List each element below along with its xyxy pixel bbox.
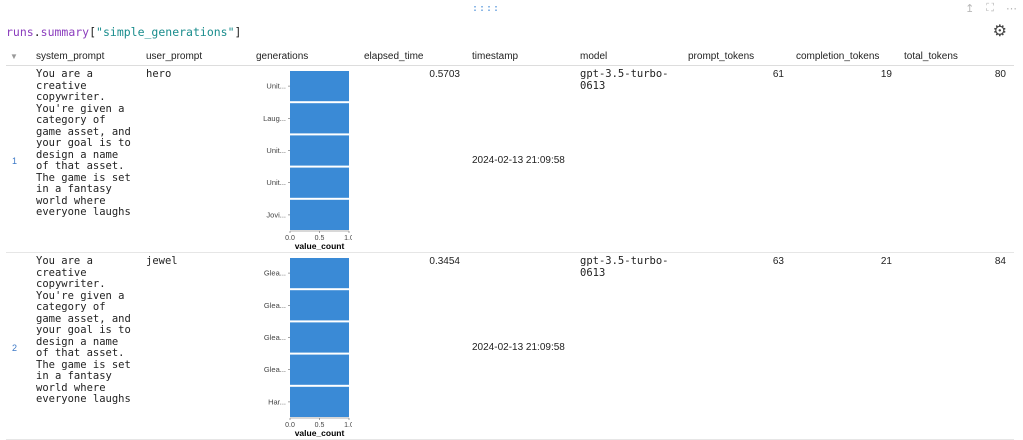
category-label: Glea... [264, 269, 286, 278]
user-prompt-cell: jewel [142, 252, 252, 440]
column-header[interactable]: system_prompt [32, 48, 142, 66]
bar [290, 135, 349, 166]
x-tick-label: 0.0 [285, 235, 295, 242]
bar [290, 103, 349, 134]
category-label: Laug... [263, 114, 286, 123]
elapsed-time-cell: 0.5703 [360, 65, 468, 253]
prompt-tokens-cell: 61 [684, 65, 792, 253]
category-label: Jovi... [266, 210, 286, 219]
code-close-bracket: ] [234, 25, 242, 39]
bar [290, 354, 349, 385]
column-header[interactable]: prompt_tokens [684, 48, 792, 66]
x-axis-label: value_count [295, 241, 345, 251]
prompt-tokens-cell: 63 [684, 252, 792, 440]
cell-toolbar: :::: ↥ ⛶ ⋯ [0, 0, 1023, 18]
code-open-bracket: [ [89, 25, 97, 39]
more-icon[interactable]: ⋯ [1006, 3, 1017, 15]
x-tick-label: 0.5 [315, 235, 325, 242]
x-tick-label: 1.0 [344, 235, 352, 242]
user-prompt-cell: hero [142, 65, 252, 253]
column-header[interactable]: model [576, 48, 684, 66]
sort-column[interactable]: ▼ [6, 48, 32, 66]
completion-tokens-cell: 21 [792, 252, 900, 440]
generations-chart: Unit... Laug... Unit... Unit... Jovi... 0.0 0.… [252, 66, 352, 252]
drag-handle-icon[interactable]: :::: [472, 3, 501, 14]
x-tick-label: 0.0 [285, 422, 295, 429]
header-row: ▼ system_prompt user_prompt generations … [6, 48, 1014, 66]
timestamp-cell: 2024-02-13 21:09:58 [468, 65, 576, 253]
system-prompt-cell: You are a creative copywriter. You're gi… [32, 252, 142, 440]
category-label: Unit... [266, 146, 286, 155]
bar [290, 71, 349, 102]
elapsed-time-cell: 0.3454 [360, 252, 468, 440]
gear-icon[interactable]: ⚙ [992, 23, 1007, 40]
category-label: Unit... [266, 178, 286, 187]
table-row: 1 You are a creative copywriter. You're … [6, 65, 1014, 253]
category-label: Har... [268, 397, 286, 406]
row-index: 2 [6, 252, 32, 440]
column-header[interactable]: timestamp [468, 48, 576, 66]
generations-cell: Glea... Glea... Glea... Glea... Har... 0.0 0.5… [252, 252, 360, 440]
share-icon[interactable]: ↥ [965, 3, 975, 15]
expand-icon[interactable]: ⛶ [986, 2, 994, 14]
system-prompt-cell: You are a creative copywriter. You're gi… [32, 65, 142, 253]
category-label: Glea... [264, 301, 286, 310]
completion-tokens-cell: 19 [792, 65, 900, 253]
bar [290, 290, 349, 321]
generations-cell: Unit... Laug... Unit... Unit... Jovi... 0.0 0.… [252, 65, 360, 253]
bar [290, 167, 349, 198]
bar-chart: Unit... Laug... Unit... Unit... Jovi... 0.0 0.… [263, 71, 352, 251]
total-tokens-cell: 84 [900, 252, 1014, 440]
bar [290, 386, 349, 417]
code-variable: runs [6, 25, 34, 39]
code-dot: . [33, 25, 41, 39]
timestamp-cell: 2024-02-13 21:09:58 [468, 252, 576, 440]
cell-actions: ↥ ⛶ ⋯ [965, 2, 1017, 15]
category-label: Glea... [264, 365, 286, 374]
summary-table: ▼ system_prompt user_prompt generations … [6, 48, 1014, 440]
code-attribute: summary [40, 25, 90, 39]
code-cell[interactable]: runs.summary["simple_generations"] [6, 25, 241, 39]
model-cell: gpt-3.5-turbo- 0613 [576, 65, 684, 253]
generations-chart: Glea... Glea... Glea... Glea... Har... 0.0 0.5… [252, 253, 352, 439]
code-string-key: "simple_generations" [96, 25, 235, 39]
bar [290, 258, 349, 289]
column-header[interactable]: generations [252, 48, 360, 66]
column-header[interactable]: elapsed_time [360, 48, 468, 66]
x-axis-label: value_count [295, 428, 345, 438]
bar [290, 199, 349, 230]
sort-icon[interactable]: ▼ [10, 52, 18, 61]
table-row: 2 You are a creative copywriter. You're … [6, 252, 1014, 440]
column-header[interactable]: user_prompt [142, 48, 252, 66]
total-tokens-cell: 80 [900, 65, 1014, 253]
column-header[interactable]: completion_tokens [792, 48, 900, 66]
column-header[interactable]: total_tokens [900, 48, 1014, 66]
row-index: 1 [6, 65, 32, 253]
category-label: Unit... [266, 82, 286, 91]
model-cell: gpt-3.5-turbo- 0613 [576, 252, 684, 440]
category-label: Glea... [264, 333, 286, 342]
x-tick-label: 1.0 [344, 422, 352, 429]
bar [290, 322, 349, 353]
bar-chart: Glea...Glea...Glea...Glea...Har...0.0 0.5… [264, 258, 352, 438]
